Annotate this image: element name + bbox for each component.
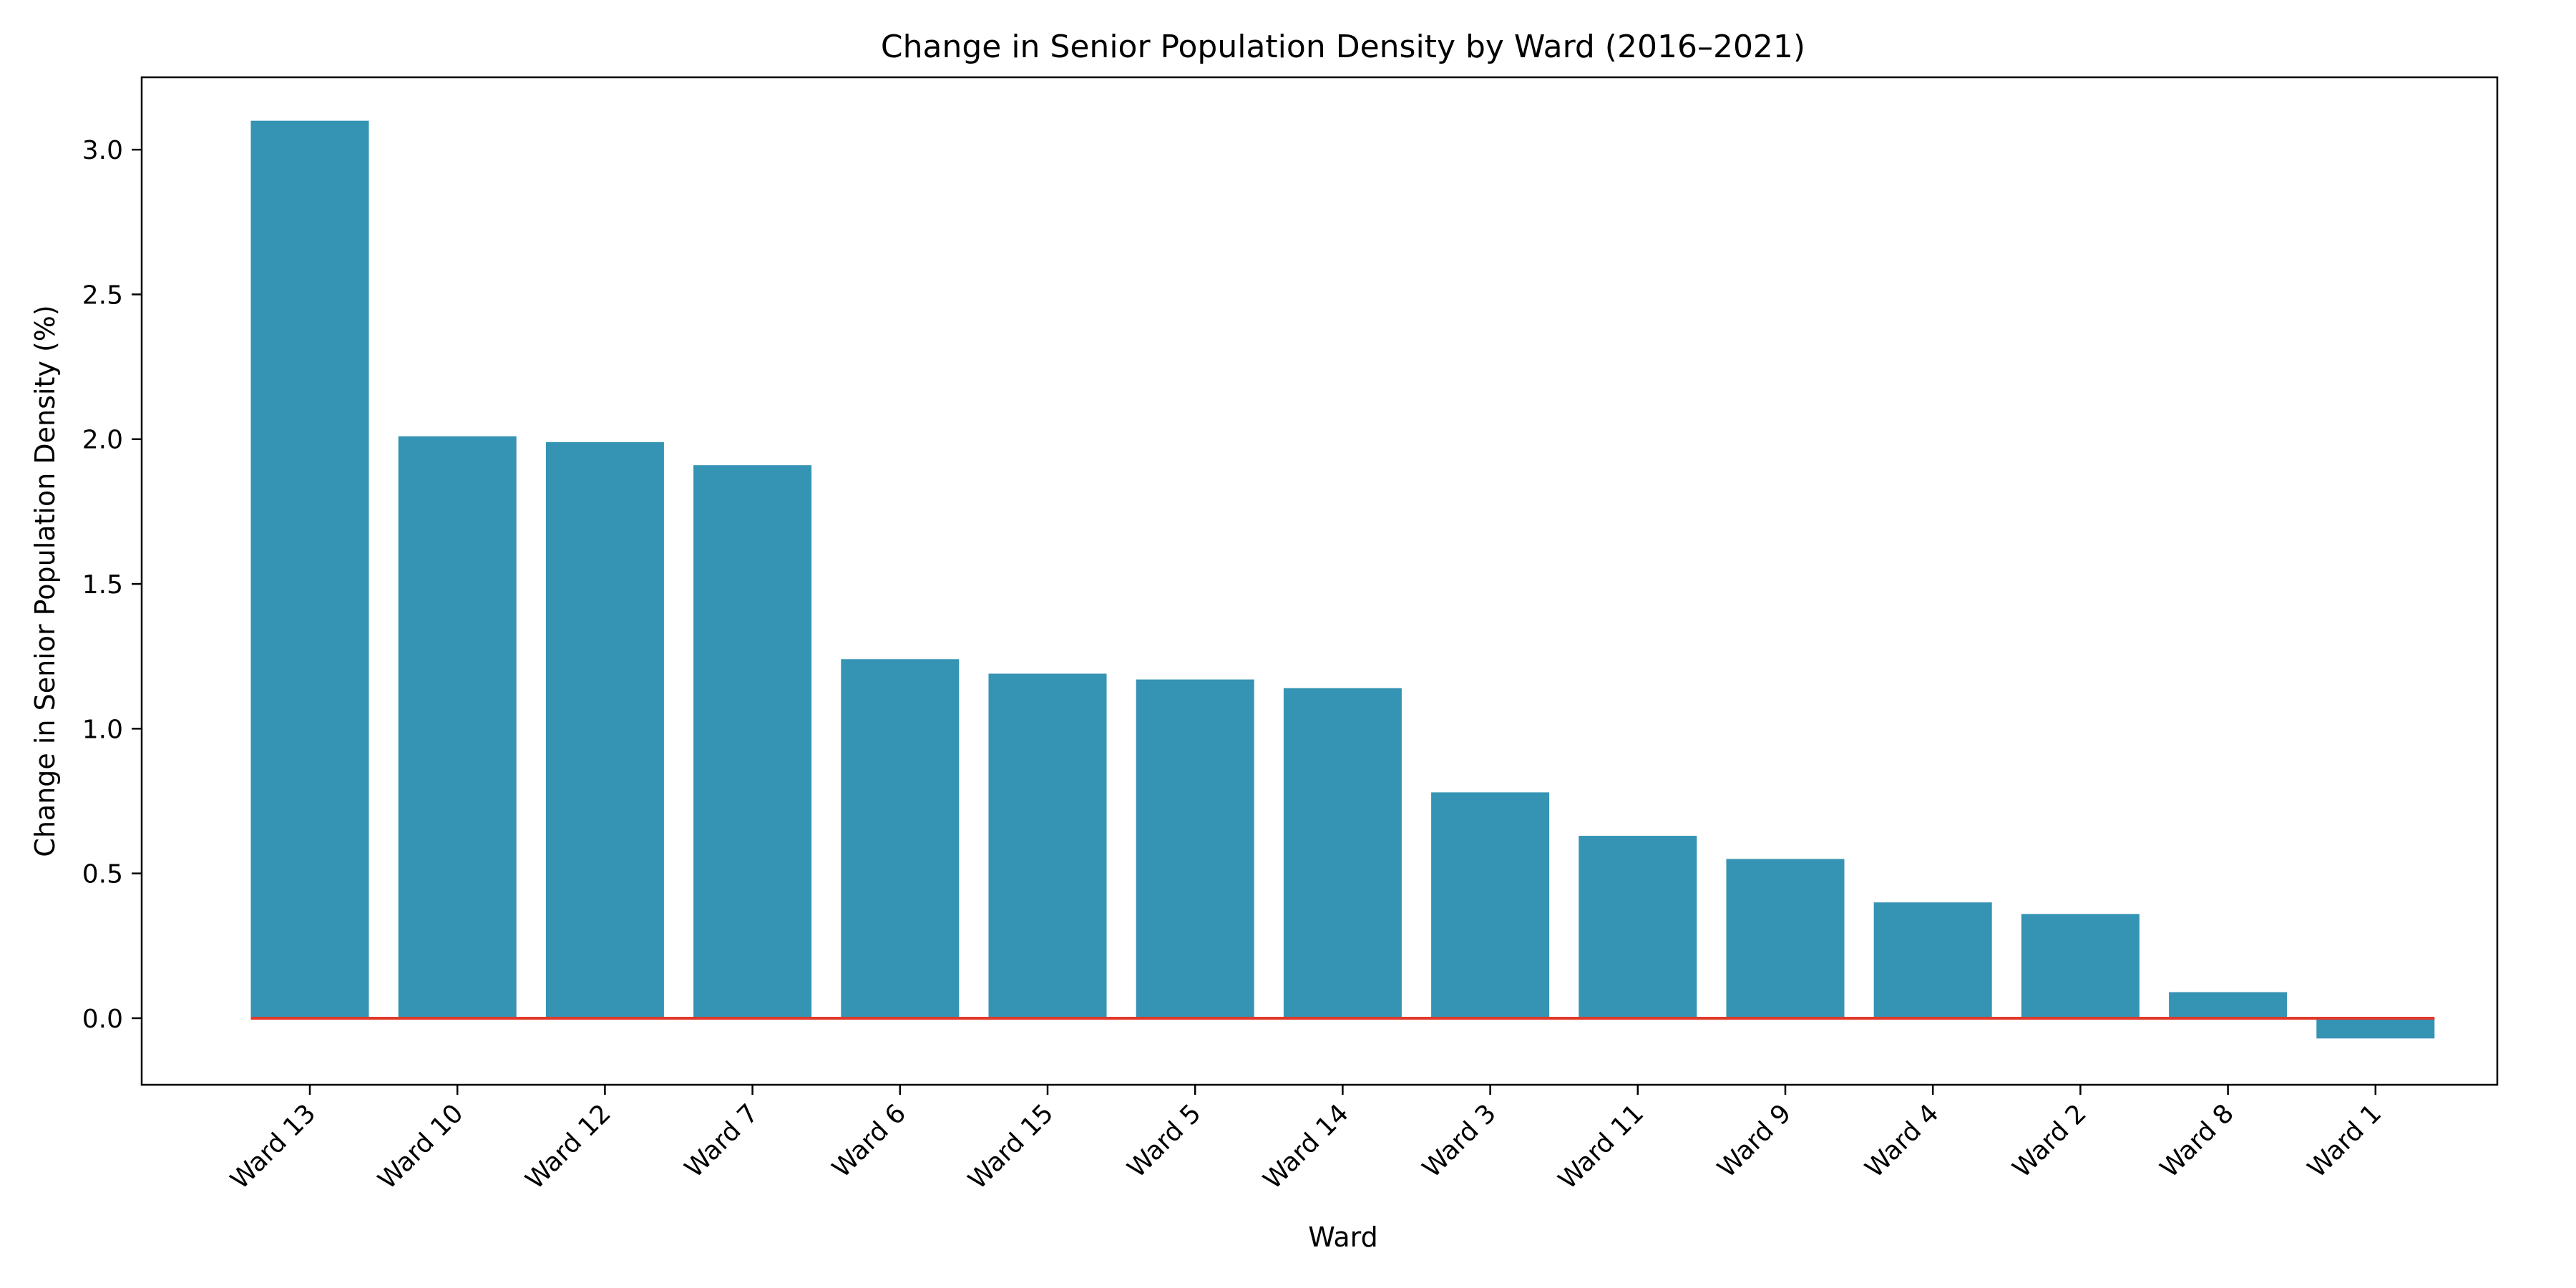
y-axis: 0.0 0.5 1.0 1.5 2.0 2.5 3.0 bbox=[82, 136, 142, 1034]
x-tick-label: Ward 15 bbox=[963, 1098, 1060, 1195]
x-tick-label: Ward 5 bbox=[1122, 1098, 1207, 1184]
y-tick-label: 1.5 bbox=[82, 570, 123, 600]
x-tick-label: Ward 3 bbox=[1417, 1098, 1502, 1184]
plot-frame bbox=[140, 76, 2499, 1086]
x-tick-label: Ward 2 bbox=[2007, 1098, 2092, 1184]
y-tick-label: 2.0 bbox=[82, 426, 123, 455]
bar-ward-6 bbox=[841, 659, 960, 1018]
bar-ward-12 bbox=[545, 441, 664, 1018]
x-tick-label: Ward 13 bbox=[225, 1098, 322, 1195]
y-tick-label: 1.0 bbox=[82, 715, 123, 744]
bar-ward-13 bbox=[250, 120, 369, 1018]
bar-ward-8 bbox=[2169, 992, 2288, 1018]
chart-title: Change in Senior Population Density by W… bbox=[881, 29, 1805, 65]
y-tick-label: 0.0 bbox=[82, 1005, 123, 1034]
x-tick-label: Ward 7 bbox=[679, 1098, 764, 1184]
x-tick-label: Ward 9 bbox=[1712, 1098, 1797, 1184]
x-tick-label: Ward 8 bbox=[2155, 1098, 2240, 1184]
x-tick-label: Ward 11 bbox=[1553, 1098, 1649, 1195]
bar-ward-4 bbox=[1873, 902, 1992, 1018]
bar-ward-1 bbox=[2316, 1018, 2435, 1039]
bar-ward-11 bbox=[1579, 836, 1697, 1018]
y-axis-label: Change in Senior Population Density (%) bbox=[29, 305, 61, 857]
bar-ward-2 bbox=[2021, 914, 2140, 1018]
x-tick-label: Ward 12 bbox=[520, 1098, 617, 1195]
x-tick-label: Ward 1 bbox=[2303, 1098, 2388, 1184]
x-axis-label: Ward bbox=[1308, 1221, 1378, 1253]
x-tick-label: Ward 10 bbox=[373, 1098, 469, 1195]
bar-ward-15 bbox=[988, 673, 1107, 1018]
bar-ward-7 bbox=[693, 465, 812, 1018]
bar-ward-10 bbox=[398, 436, 517, 1018]
y-tick-label: 2.5 bbox=[82, 280, 123, 310]
x-axis: Ward 13 Ward 10 Ward 12 Ward 7 Ward 6 Ward 15… bbox=[225, 1085, 2388, 1195]
bar-ward-3 bbox=[1431, 792, 1550, 1018]
x-tick-label: Ward 6 bbox=[827, 1098, 912, 1184]
bar-ward-9 bbox=[1726, 859, 1845, 1018]
x-tick-label: Ward 14 bbox=[1258, 1098, 1355, 1195]
bars-group bbox=[250, 120, 2435, 1039]
y-tick-label: 0.5 bbox=[82, 860, 123, 889]
bar-ward-14 bbox=[1283, 688, 1402, 1018]
y-tick-label: 3.0 bbox=[82, 136, 123, 165]
x-tick-label: Ward 4 bbox=[1860, 1098, 1945, 1184]
bar-ward-5 bbox=[1136, 679, 1254, 1018]
